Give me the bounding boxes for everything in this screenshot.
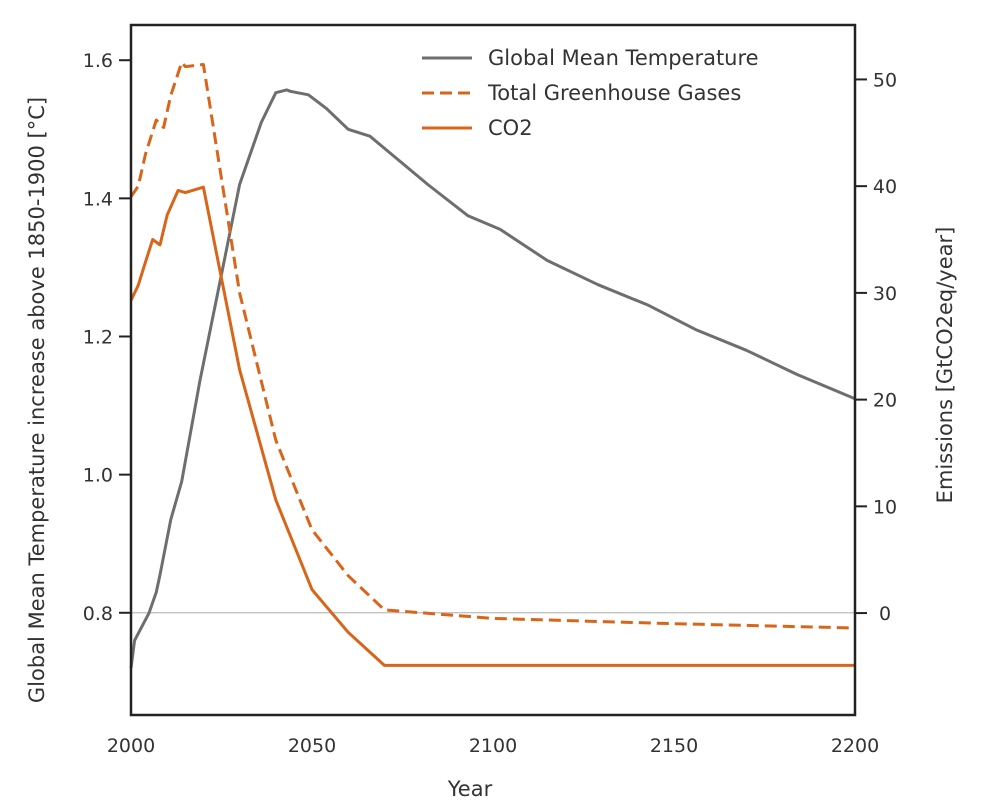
series-line-total-greenhouse-gases [129,60,856,630]
legend-label-ghg: Total Greenhouse Gases [487,81,741,105]
x-axis-label: Year [447,777,493,801]
y-right-tick-label: 20 [873,390,897,412]
x-tick-label: 2000 [107,735,155,757]
y-left-tick-label: 1.2 [83,327,113,349]
y-right-tick-label: 0 [879,603,891,625]
x-tick-label: 2050 [288,735,336,757]
y-left-tick-label: 1.4 [83,188,113,210]
series-layer [129,60,856,669]
x-tick-label: 2150 [650,735,698,757]
series-line-global-mean-temperature [129,88,856,669]
y-axis-left-label: Global Mean Temperature increase above 1… [25,97,49,703]
y-right-tick-label: 50 [873,69,897,91]
x-tick-label: 2100 [469,735,517,757]
series-line-co2 [129,185,855,667]
x-tick-label: 2200 [831,735,879,757]
y-left-tick-label: 0.8 [83,603,113,625]
ticks-layer: 2000 2050 2100 2150 22000.81.01.21.41.601020… [83,50,897,757]
y-axis-right-label: Emissions [GtCO2eq/year] [933,227,957,504]
y-left-tick-label: 1.0 [83,465,113,487]
y-right-tick-label: 30 [873,283,897,305]
y-right-tick-label: 40 [873,176,897,198]
y-right-tick-label: 10 [873,496,897,518]
y-left-tick-label: 1.6 [83,50,113,72]
plot-frame [129,23,857,717]
legend-label-temperature: Global Mean Temperature [488,46,759,70]
legend-label-co2: CO2 [488,116,533,140]
legend: Global Mean Temperature Total Greenhouse… [422,46,759,140]
